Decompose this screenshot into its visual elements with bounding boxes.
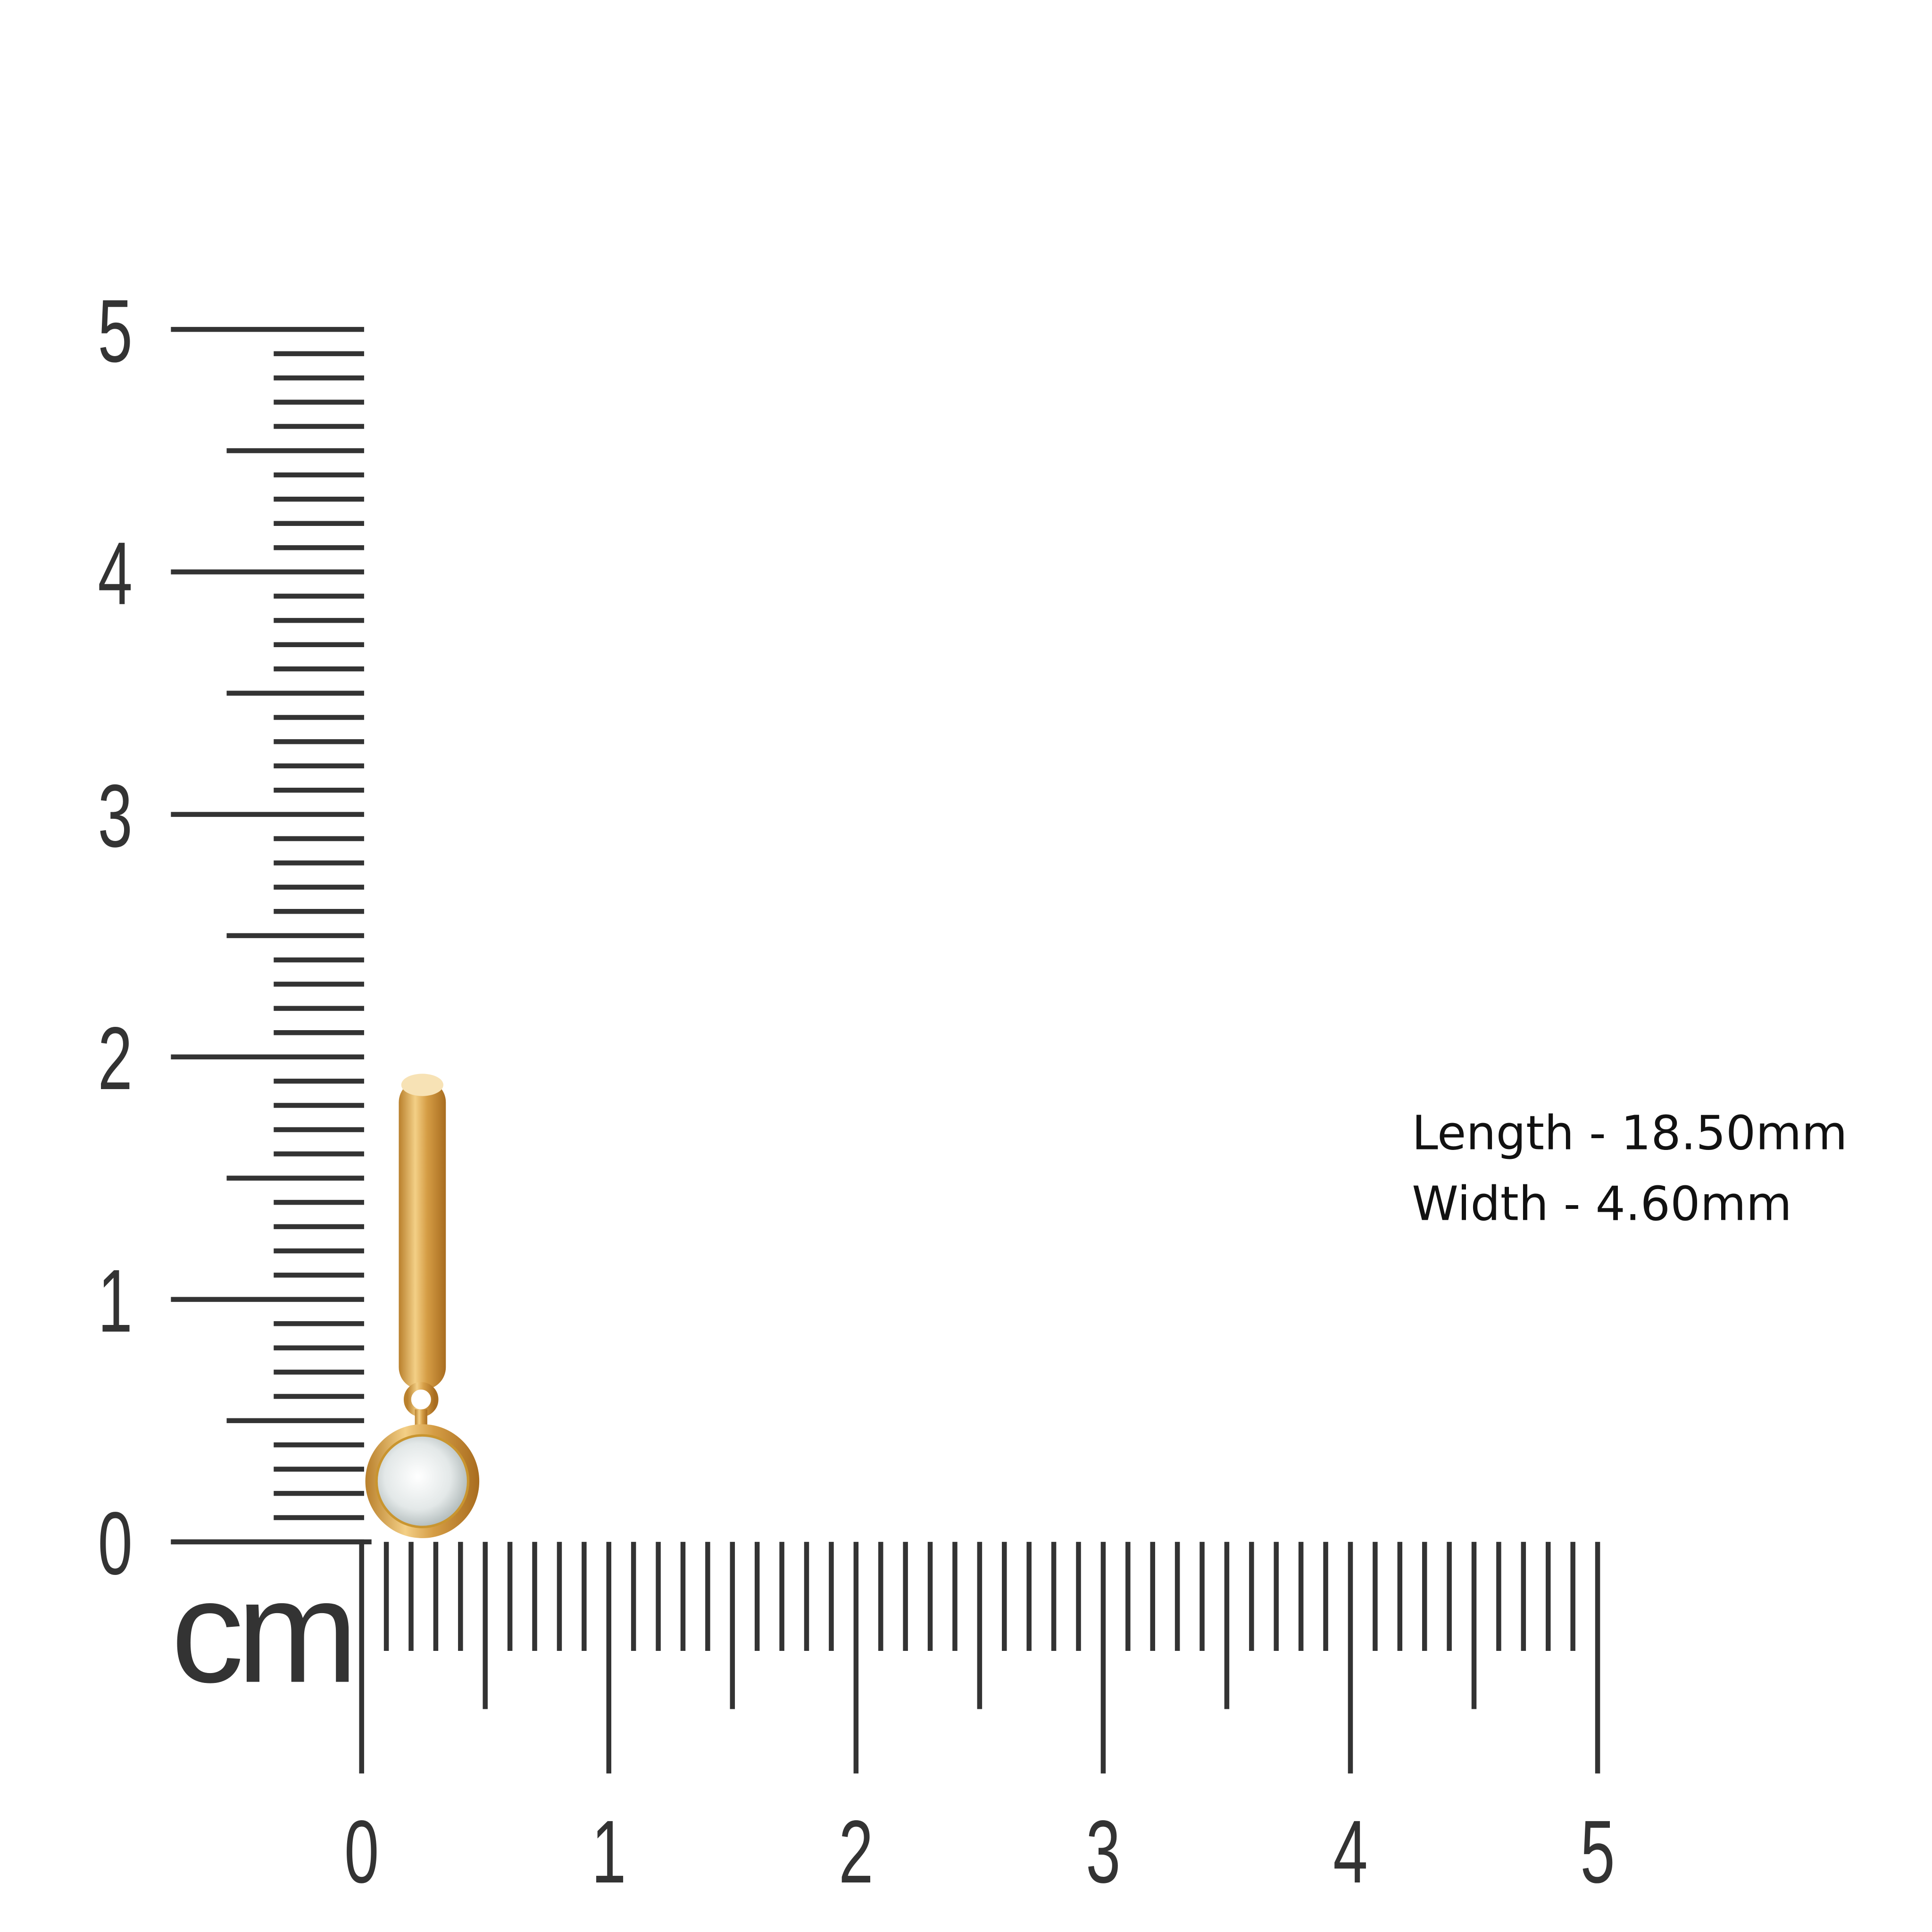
h-ruler-label: 5 [1580, 1802, 1615, 1902]
v-ruler-label: 2 [98, 1008, 133, 1108]
v-ruler-label: 5 [98, 281, 133, 381]
h-ruler-label: 1 [591, 1802, 626, 1902]
gem [375, 1434, 470, 1529]
bale [403, 1382, 439, 1417]
h-ruler-label: 3 [1086, 1802, 1121, 1902]
ruler-ticks [171, 327, 1600, 1774]
h-ruler-label: 0 [344, 1802, 379, 1902]
v-ruler-label: 0 [98, 1493, 133, 1593]
width-spec: Width - 4.60mm [1412, 1176, 1792, 1231]
v-ruler-label: 1 [98, 1251, 133, 1351]
unit-label: cm [171, 1550, 350, 1713]
v-ruler-label: 4 [98, 523, 133, 623]
hoop [399, 1080, 446, 1390]
v-ruler-label: 3 [98, 766, 133, 866]
h-ruler-label: 2 [839, 1802, 874, 1902]
earring [365, 1074, 480, 1539]
hoop-top [401, 1074, 443, 1096]
length-spec: Length - 18.50mm [1412, 1106, 1848, 1161]
h-ruler-label: 4 [1333, 1802, 1368, 1902]
